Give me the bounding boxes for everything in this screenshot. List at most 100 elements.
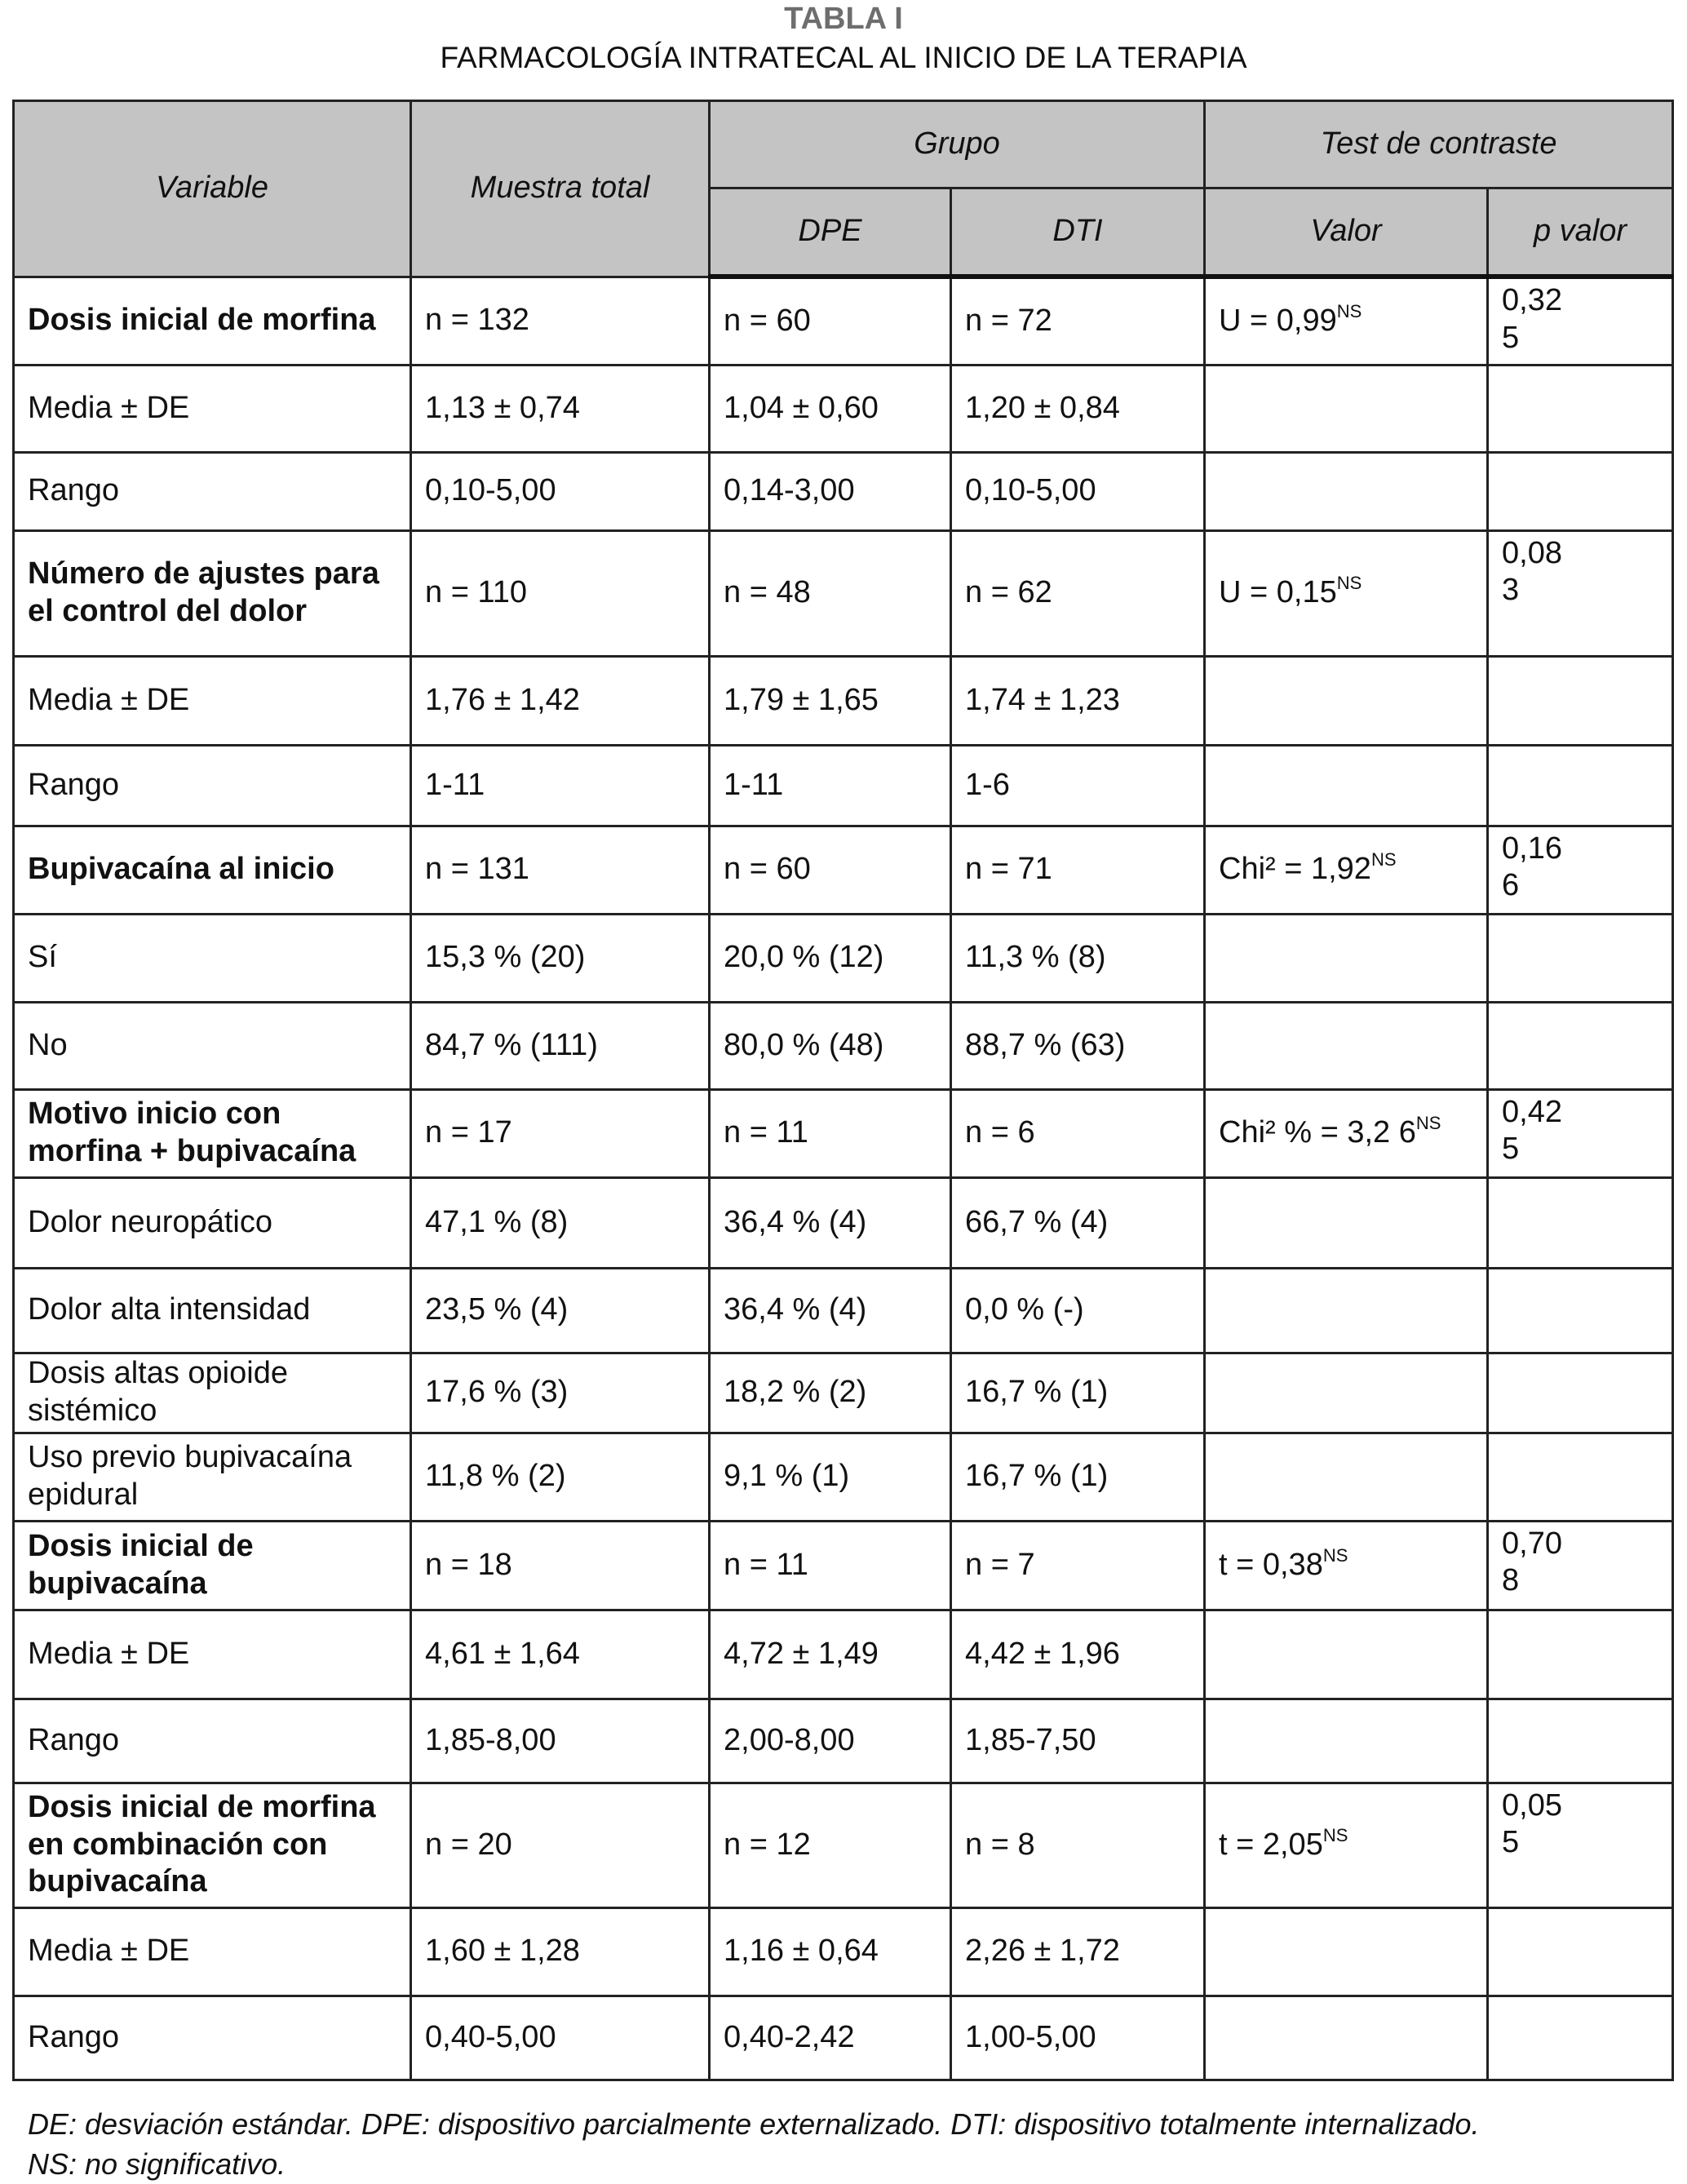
cell-dti: 1,74 ± 1,23: [950, 654, 1206, 746]
cell-p-value: [1486, 1000, 1675, 1091]
cell-total: 17,6 % (3): [410, 1351, 711, 1434]
cell-dpe-text: n = 11: [724, 1547, 808, 1582]
cell-dti: n = 62: [950, 529, 1206, 658]
cell-variable: Uso previo bupivacaína epidural: [12, 1431, 412, 1522]
cell-dpe-text: 20,0 % (12): [724, 940, 884, 975]
cell-p-value: [1486, 1266, 1675, 1354]
header-test: Test de contraste: [1202, 100, 1675, 189]
cell-valor-text: U = 0,15: [1219, 575, 1337, 610]
cell-p-value: [1486, 1906, 1675, 1997]
footnote: DE: desviación estándar. DPE: dispositiv…: [28, 2105, 1667, 2184]
cell-dpe-text: 0,14-3,00: [724, 473, 855, 508]
cell-dti-text: 11,3 % (8): [965, 940, 1106, 975]
cell-p-value-text: 0,16 6: [1502, 831, 1562, 903]
cell-p-value: 0,16 6: [1486, 824, 1675, 915]
cell-p-value: [1486, 654, 1675, 746]
cell-variable-text: Uso previo bupivacaína epidural: [28, 1440, 352, 1512]
table-row: Dosis inicial de bupivacaína n = 18 n = 11…: [12, 1519, 1675, 1611]
cell-total-text: n = 132: [425, 303, 529, 338]
cell-valor: Chi² % = 3,2 6NS: [1203, 1088, 1489, 1179]
cell-variable-text: Rango: [28, 1722, 119, 1757]
cell-valor: [1203, 1431, 1489, 1522]
cell-dpe-text: n = 60: [724, 852, 811, 887]
cell-variable: Bupivacaína al inicio: [12, 824, 412, 915]
cell-variable: Dosis inicial de morfina en combinación …: [12, 1781, 412, 1909]
cell-valor: [1203, 1266, 1489, 1354]
table-number: TABLA I: [784, 2, 903, 36]
cell-dpe: 1,16 ± 0,64: [708, 1906, 952, 1997]
cell-dpe-text: n = 12: [724, 1827, 811, 1862]
cell-dti: 88,7 % (63): [950, 1000, 1206, 1091]
cell-dti-text: 66,7 % (4): [965, 1204, 1109, 1239]
cell-valor: [1203, 1351, 1489, 1434]
header-total: Muestra total: [410, 100, 711, 278]
cell-variable: Dolor neuropático: [12, 1176, 412, 1269]
cell-dpe: 36,4 % (4): [708, 1266, 952, 1354]
significance-mark: NS: [1370, 849, 1397, 870]
cell-dpe-text: 36,4 % (4): [724, 1292, 867, 1327]
cell-total-text: n = 18: [425, 1547, 512, 1582]
cell-valor: t = 2,05NS: [1203, 1781, 1489, 1909]
cell-dpe: 18,2 % (2): [708, 1351, 952, 1434]
cell-variable: Número de ajustes para el control del do…: [12, 529, 412, 658]
cell-dpe-text: 2,00-8,00: [724, 1722, 855, 1757]
cell-total: 1-11: [410, 743, 711, 827]
cell-dpe-text: 80,0 % (48): [724, 1027, 884, 1062]
cell-dpe: 20,0 % (12): [708, 912, 952, 1003]
cell-dpe-text: n = 60: [724, 303, 811, 338]
cell-dpe: 36,4 % (4): [708, 1176, 952, 1269]
cell-p-value: [1486, 1697, 1675, 1784]
cell-dti-text: 1,74 ± 1,23: [965, 682, 1120, 717]
cell-variable-text: Dosis inicial de bupivacaína: [28, 1528, 254, 1601]
table-row: Dosis inicial de morfina n = 132 n = 60 n =…: [12, 275, 1675, 366]
cell-dti: 1-6: [950, 743, 1206, 827]
cell-valor-text: Chi² = 1,92: [1219, 852, 1371, 887]
table-row: No 84,7 % (111) 80,0 % (48) 88,7 % (63): [12, 1000, 1675, 1091]
cell-total: n = 110: [410, 529, 711, 658]
table-row: Dosis inicial de morfina en combinación …: [12, 1781, 1675, 1909]
cell-dpe: n = 12: [708, 1781, 952, 1909]
cell-dpe: 9,1 % (1): [708, 1431, 952, 1522]
table-row: Uso previo bupivacaína epidural 11,8 % (2…: [12, 1431, 1675, 1522]
table-row: Rango 0,10-5,00 0,14-3,00 0,10-5,00: [12, 450, 1675, 532]
cell-dpe: 0,40-2,42: [708, 1994, 952, 2081]
header-dpe: DPE: [708, 187, 952, 279]
cell-valor: [1203, 743, 1489, 827]
cell-dti-text: 2,26 ± 1,72: [965, 1934, 1120, 1969]
cell-variable: Dolor alta intensidad: [12, 1266, 412, 1354]
cell-p-value: [1486, 912, 1675, 1003]
cell-dti: 66,7 % (4): [950, 1176, 1206, 1269]
cell-p-value: 0,42 5: [1486, 1088, 1675, 1179]
table-row: Rango 1-11 1-11 1-6: [12, 743, 1675, 827]
cell-variable-text: Media ± DE: [28, 390, 190, 425]
cell-dpe-text: n = 48: [724, 575, 811, 610]
cell-valor: t = 0,38NS: [1203, 1519, 1489, 1611]
significance-mark: NS: [1322, 1824, 1348, 1845]
cell-dpe-text: 4,72 ± 1,49: [724, 1636, 879, 1671]
cell-variable-text: Dolor alta intensidad: [28, 1292, 311, 1327]
cell-valor: [1203, 450, 1489, 532]
cell-dpe-text: 9,1 % (1): [724, 1459, 850, 1494]
cell-dti: n = 6: [950, 1088, 1206, 1179]
cell-dpe-text: 1,04 ± 0,60: [724, 390, 879, 425]
cell-variable-text: Dosis inicial de morfina en combinación …: [28, 1790, 376, 1899]
cell-total-text: 1,13 ± 0,74: [425, 390, 580, 425]
data-table: Variable Muestra total Grupo Test de con…: [12, 100, 1675, 2081]
cell-total-text: n = 20: [425, 1827, 512, 1862]
cell-p-value-text: 0,05 5: [1502, 1788, 1562, 1860]
cell-dti: n = 72: [950, 275, 1206, 366]
cell-total-text: 0,10-5,00: [425, 473, 556, 508]
cell-total: n = 132: [410, 275, 711, 366]
cell-variable-text: Rango: [28, 767, 119, 802]
header-grupo: Grupo: [708, 100, 1206, 189]
cell-variable: Dosis inicial de morfina: [12, 275, 412, 366]
cell-dpe: 2,00-8,00: [708, 1697, 952, 1784]
cell-total-text: 4,61 ± 1,64: [425, 1636, 580, 1671]
header-p: p valor: [1486, 187, 1675, 279]
cell-total-text: 0,40-5,00: [425, 2019, 556, 2054]
cell-dpe-text: 1-11: [724, 767, 784, 802]
cell-valor: U = 0,99NS: [1203, 275, 1489, 366]
cell-total: 23,5 % (4): [410, 1266, 711, 1354]
header-variable: Variable: [12, 100, 412, 278]
cell-total: 0,40-5,00: [410, 1994, 711, 2081]
